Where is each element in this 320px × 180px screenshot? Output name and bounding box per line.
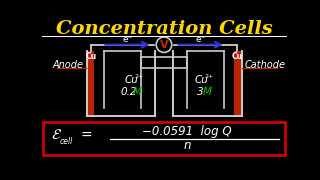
Text: Cu: Cu — [85, 52, 96, 61]
Text: e⁻: e⁻ — [122, 35, 132, 44]
Text: Cu: Cu — [232, 52, 243, 61]
Bar — [87, 51, 94, 116]
Text: −0.0591  log Q: −0.0591 log Q — [142, 125, 232, 138]
Bar — [234, 51, 241, 116]
Text: Cathode: Cathode — [244, 60, 286, 70]
Text: cell: cell — [60, 137, 73, 146]
Text: n: n — [183, 139, 191, 152]
Text: e⁻: e⁻ — [196, 35, 206, 44]
Text: M: M — [203, 87, 212, 97]
Text: Concentration Cells: Concentration Cells — [56, 20, 272, 38]
Text: M: M — [133, 87, 142, 97]
Text: $\mathcal{E}$: $\mathcal{E}$ — [52, 127, 63, 142]
Text: Cu: Cu — [194, 75, 208, 85]
Text: 0.2: 0.2 — [121, 87, 137, 97]
Text: Anode: Anode — [52, 60, 84, 70]
Text: V: V — [160, 40, 168, 50]
Text: =: = — [81, 128, 92, 142]
Text: 3: 3 — [197, 87, 204, 97]
Text: Cu: Cu — [124, 75, 138, 85]
Text: 2+: 2+ — [135, 74, 144, 79]
Text: 2+: 2+ — [204, 74, 213, 79]
Circle shape — [156, 37, 172, 52]
Bar — [43, 122, 285, 155]
